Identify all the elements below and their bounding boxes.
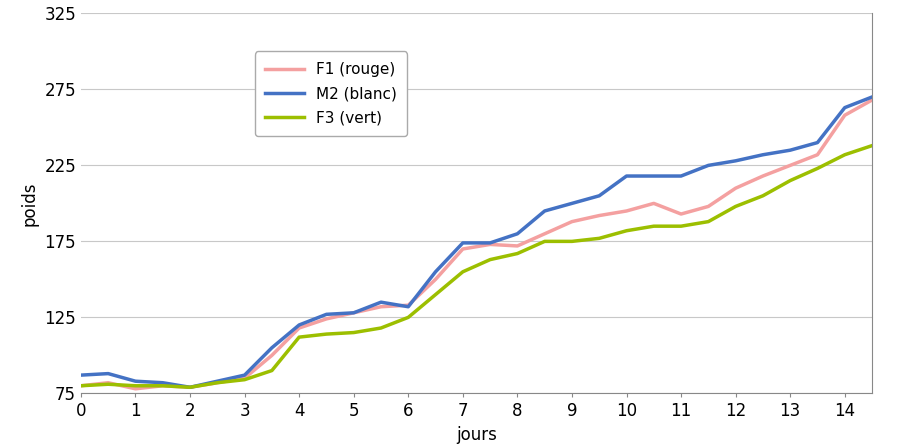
M2 (blanc) <box>730 158 741 164</box>
F1 (rouge) <box>703 204 714 209</box>
F1 (rouge) <box>676 211 687 217</box>
M2 (blanc) <box>512 231 523 236</box>
F1 (rouge) <box>157 383 168 388</box>
M2 (blanc) <box>648 173 659 179</box>
M2 (blanc) <box>703 163 714 168</box>
M2 (blanc) <box>239 372 250 378</box>
F3 (vert) <box>458 269 468 274</box>
F3 (vert) <box>594 236 605 241</box>
M2 (blanc) <box>485 240 495 245</box>
F3 (vert) <box>785 178 796 183</box>
F3 (vert) <box>730 204 741 209</box>
Line: M2 (blanc): M2 (blanc) <box>81 97 872 387</box>
F3 (vert) <box>867 143 877 148</box>
F1 (rouge) <box>76 383 86 388</box>
M2 (blanc) <box>621 173 632 179</box>
F3 (vert) <box>376 325 387 331</box>
M2 (blanc) <box>458 240 468 245</box>
F1 (rouge) <box>594 213 605 218</box>
F1 (rouge) <box>758 173 769 179</box>
M2 (blanc) <box>812 140 823 145</box>
F3 (vert) <box>403 315 414 320</box>
F1 (rouge) <box>485 242 495 247</box>
F3 (vert) <box>840 152 850 157</box>
M2 (blanc) <box>758 152 769 157</box>
F1 (rouge) <box>212 380 223 385</box>
F3 (vert) <box>539 239 550 244</box>
F3 (vert) <box>566 239 577 244</box>
M2 (blanc) <box>867 94 877 100</box>
F3 (vert) <box>239 377 250 382</box>
F1 (rouge) <box>130 386 141 392</box>
F3 (vert) <box>812 166 823 171</box>
F1 (rouge) <box>512 243 523 249</box>
F3 (vert) <box>648 224 659 229</box>
M2 (blanc) <box>676 173 687 179</box>
F1 (rouge) <box>621 208 632 214</box>
F3 (vert) <box>621 228 632 233</box>
F3 (vert) <box>703 219 714 224</box>
F1 (rouge) <box>266 353 277 358</box>
F1 (rouge) <box>430 277 441 282</box>
F1 (rouge) <box>840 113 850 118</box>
F1 (rouge) <box>785 163 796 168</box>
M2 (blanc) <box>102 371 113 376</box>
F3 (vert) <box>348 330 359 335</box>
Line: F3 (vert): F3 (vert) <box>81 146 872 387</box>
F1 (rouge) <box>648 201 659 206</box>
M2 (blanc) <box>184 384 195 390</box>
F1 (rouge) <box>102 380 113 385</box>
F1 (rouge) <box>867 97 877 103</box>
F3 (vert) <box>321 331 332 337</box>
F1 (rouge) <box>348 310 359 316</box>
M2 (blanc) <box>539 208 550 214</box>
X-axis label: jours: jours <box>456 426 497 444</box>
F1 (rouge) <box>184 384 195 390</box>
F3 (vert) <box>130 383 141 388</box>
M2 (blanc) <box>157 380 168 385</box>
F3 (vert) <box>430 292 441 297</box>
F3 (vert) <box>102 382 113 387</box>
F1 (rouge) <box>403 303 414 308</box>
F3 (vert) <box>512 251 523 256</box>
M2 (blanc) <box>212 379 223 384</box>
M2 (blanc) <box>130 379 141 384</box>
F3 (vert) <box>212 380 223 385</box>
M2 (blanc) <box>266 345 277 350</box>
F1 (rouge) <box>812 152 823 157</box>
F3 (vert) <box>485 257 495 262</box>
M2 (blanc) <box>403 304 414 309</box>
M2 (blanc) <box>376 299 387 305</box>
M2 (blanc) <box>348 310 359 316</box>
M2 (blanc) <box>321 312 332 317</box>
Legend: F1 (rouge), M2 (blanc), F3 (vert): F1 (rouge), M2 (blanc), F3 (vert) <box>254 51 407 136</box>
F1 (rouge) <box>730 186 741 191</box>
F3 (vert) <box>294 334 305 340</box>
F1 (rouge) <box>239 375 250 381</box>
F1 (rouge) <box>294 325 305 331</box>
F1 (rouge) <box>321 316 332 321</box>
F3 (vert) <box>157 383 168 388</box>
F3 (vert) <box>676 224 687 229</box>
F1 (rouge) <box>566 219 577 224</box>
M2 (blanc) <box>594 193 605 198</box>
F1 (rouge) <box>376 304 387 309</box>
M2 (blanc) <box>76 372 86 378</box>
F3 (vert) <box>76 383 86 388</box>
M2 (blanc) <box>294 322 305 328</box>
M2 (blanc) <box>566 201 577 206</box>
M2 (blanc) <box>785 148 796 153</box>
F1 (rouge) <box>539 231 550 236</box>
Y-axis label: poids: poids <box>21 181 39 226</box>
F3 (vert) <box>266 368 277 373</box>
F1 (rouge) <box>458 246 468 252</box>
F3 (vert) <box>758 193 769 198</box>
Line: F1 (rouge): F1 (rouge) <box>81 100 872 389</box>
M2 (blanc) <box>430 269 441 274</box>
M2 (blanc) <box>840 105 850 110</box>
F3 (vert) <box>184 384 195 390</box>
